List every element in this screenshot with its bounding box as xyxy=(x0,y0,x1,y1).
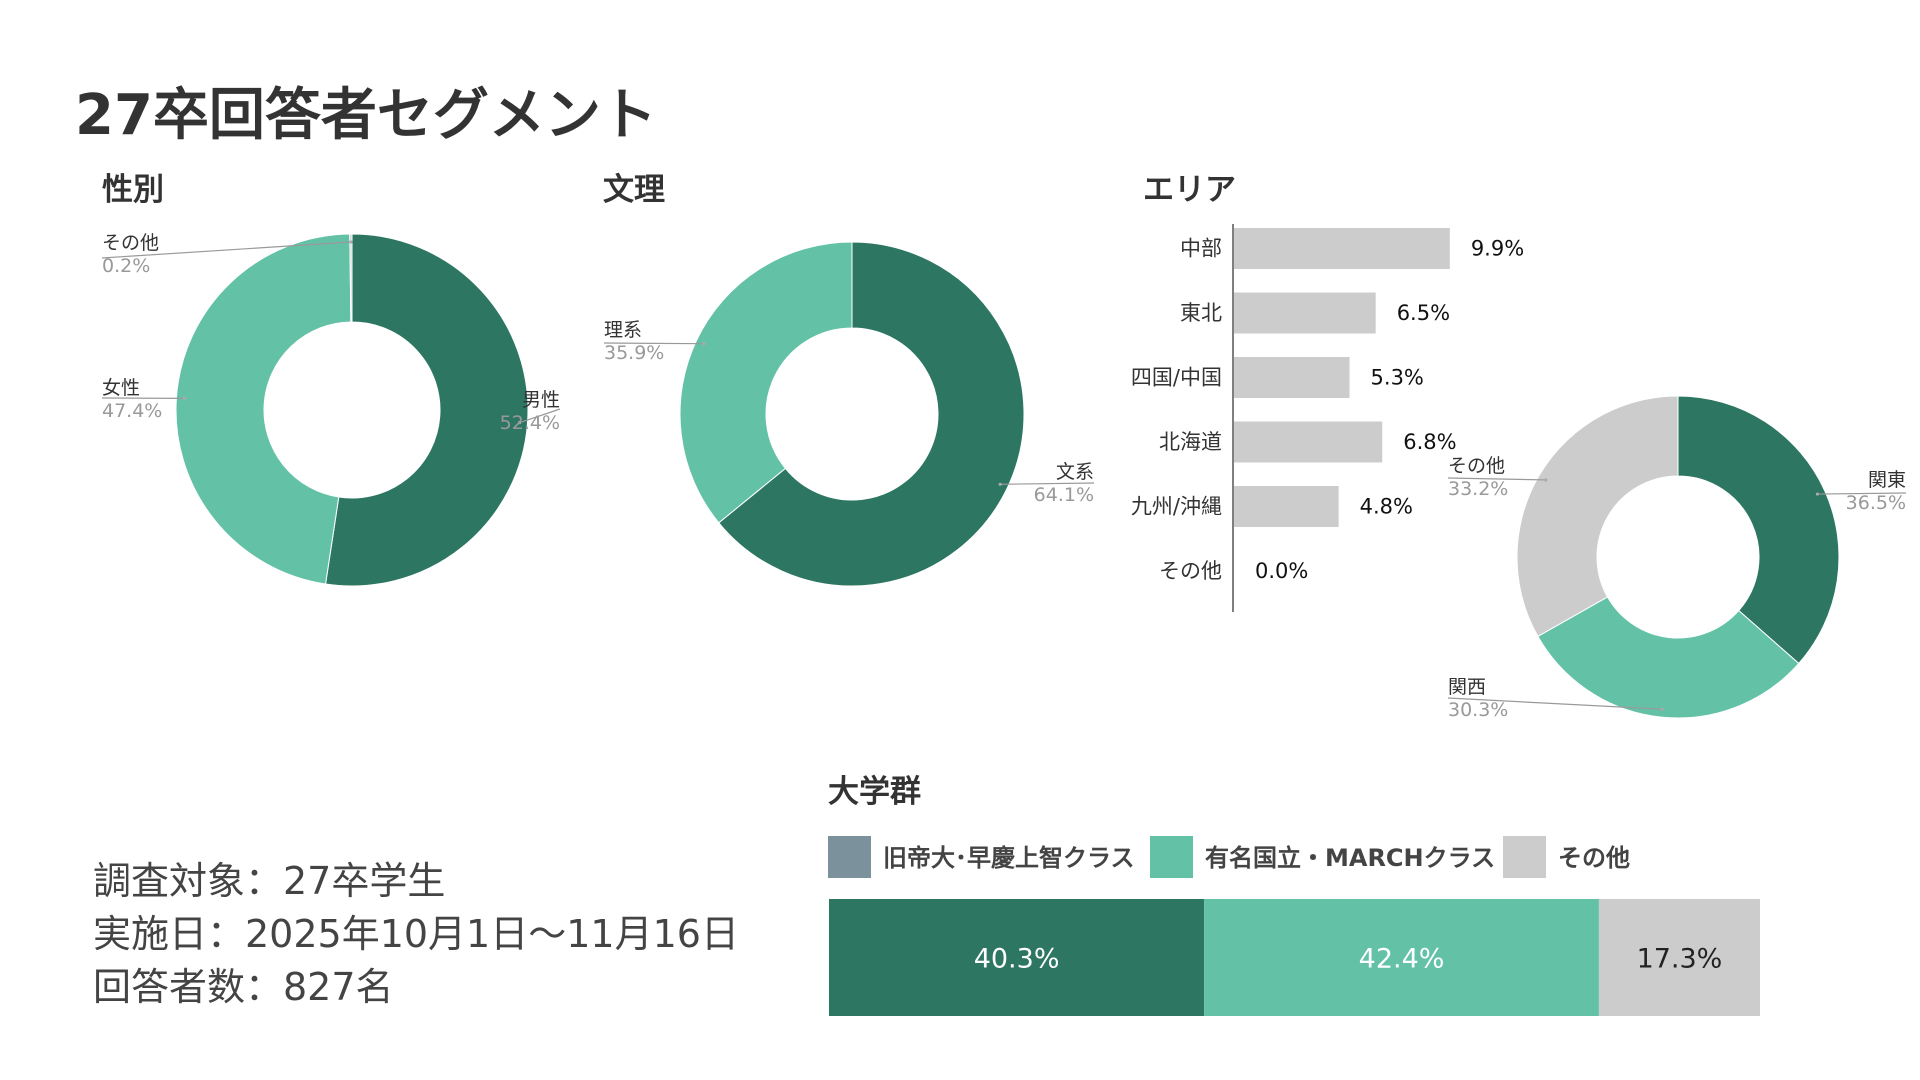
area-bar-category-3: 北海道 xyxy=(1159,430,1222,454)
major-leader-dot-0 xyxy=(998,482,1002,486)
university-legend-swatch-2 xyxy=(1503,836,1546,878)
gender-pct-1: 47.4% xyxy=(102,400,162,422)
area-bar-category-1: 東北 xyxy=(1180,301,1222,325)
major-label-0: 文系 xyxy=(1056,461,1094,483)
area-pie-slice-0 xyxy=(1677,395,1840,665)
gender-slice-1 xyxy=(175,233,352,585)
gender-label-1: 女性 xyxy=(102,377,140,399)
gender-slice-0 xyxy=(324,233,529,587)
area-bar-category-0: 中部 xyxy=(1180,237,1222,261)
area-pie-leader-dot-0 xyxy=(1815,492,1820,496)
survey-date: 実施日：2025年10月1日〜11月16日 xyxy=(93,912,739,956)
survey-target: 調査対象：27卒学生 xyxy=(93,859,446,903)
area-bar-value-5: 0.0% xyxy=(1255,559,1308,583)
area-pie-leader-1 xyxy=(1447,697,1663,710)
gender-leader-dot-0 xyxy=(517,421,522,425)
major-pct-0: 64.1% xyxy=(1034,484,1094,506)
gender-label-0: 男性 xyxy=(522,389,560,411)
university-legend-swatch-1 xyxy=(1150,836,1193,878)
university-legend-label-2: その他 xyxy=(1558,844,1630,872)
area-pie-slice-2 xyxy=(1516,395,1679,638)
area-bar-category-4: 九州/沖縄 xyxy=(1131,495,1222,519)
gender-leader-0 xyxy=(519,408,561,424)
major-slice-1 xyxy=(679,241,853,524)
university-legend-label-0: 旧帝大･早慶上智クラス xyxy=(883,844,1135,872)
area-bar-3 xyxy=(1234,421,1383,463)
university-segment-label-1: 42.4% xyxy=(1359,944,1445,975)
gender-label-2: その他 xyxy=(102,232,159,254)
area-bar-4 xyxy=(1234,486,1339,527)
area-pie-leader-2 xyxy=(1447,477,1546,481)
gender-chart-title: 性別 xyxy=(102,172,164,208)
university-chart: 旧帝大･早慶上智クラス 有名国立・MARCHクラス その他 40.3% 42.4% 17.… xyxy=(828,836,1760,1016)
university-legend-swatch-0 xyxy=(828,836,871,878)
university-segment-label-0: 40.3% xyxy=(974,944,1060,975)
gender-pct-2: 0.2% xyxy=(102,255,150,277)
area-pie-label-1: 関西 xyxy=(1448,676,1486,698)
area-bar-value-0: 9.9% xyxy=(1471,237,1524,261)
area-bar-chart: 中部 9.9% 東北 6.5% 四国/中国 5.3% 北海道 6.8% 九州/沖縄 4.8% その他… xyxy=(1131,224,1524,612)
university-segment-label-2: 17.3% xyxy=(1637,944,1723,975)
gender-leader-2 xyxy=(101,241,351,259)
area-pie-leader-dot-1 xyxy=(1660,707,1664,711)
university-segment-1 xyxy=(1204,899,1599,1016)
gender-pct-0: 52.4% xyxy=(500,412,560,434)
page-title: 27卒回答者セグメント xyxy=(75,83,657,148)
gender-slice-2 xyxy=(349,233,353,323)
area-bar-value-1: 6.5% xyxy=(1397,301,1450,325)
area-chart-title: エリア xyxy=(1143,172,1236,208)
area-pie-leader-dot-2 xyxy=(1544,478,1548,482)
area-pie-pct-2: 33.2% xyxy=(1448,478,1508,500)
survey-count: 回答者数：827名 xyxy=(93,965,394,1009)
survey-info: 調査対象：27卒学生 実施日：2025年10月1日〜11月16日 回答者数：82… xyxy=(93,855,739,1014)
area-pie-pct-1: 30.3% xyxy=(1448,699,1508,721)
area-bar-1 xyxy=(1234,292,1376,334)
area-bar-category-2: 四国/中国 xyxy=(1131,366,1222,390)
gender-leader-dot-2 xyxy=(349,240,353,244)
major-slice-0 xyxy=(718,241,1025,587)
area-bar-category-5: その他 xyxy=(1159,559,1222,583)
university-chart-title: 大学群 xyxy=(828,774,921,810)
university-segment-2 xyxy=(1598,899,1760,1016)
major-leader-0 xyxy=(1000,482,1095,485)
university-legend-label-1: 有名国立・MARCHクラス xyxy=(1205,844,1495,872)
gender-leader-dot-1 xyxy=(182,396,187,400)
area-bar-value-3: 6.8% xyxy=(1403,430,1456,454)
area-pie-slice-1 xyxy=(1537,596,1800,719)
major-leader-dot-1 xyxy=(702,342,706,346)
area-bar-2 xyxy=(1234,357,1350,398)
area-pie-label-2: その他 xyxy=(1448,455,1505,477)
major-label-1: 理系 xyxy=(604,319,642,341)
area-pie-label-0: 関東 xyxy=(1868,469,1906,491)
major-chart-title: 文理 xyxy=(603,172,665,208)
major-pct-1: 35.9% xyxy=(604,342,664,364)
area-bar-0 xyxy=(1234,228,1450,269)
area-bar-value-4: 4.8% xyxy=(1360,495,1413,519)
area-bar-value-2: 5.3% xyxy=(1371,366,1424,390)
area-pie-leader-0 xyxy=(1817,492,1907,495)
major-leader-1 xyxy=(603,342,704,345)
university-segment-0 xyxy=(829,899,1205,1016)
area-pie-pct-0: 36.5% xyxy=(1846,492,1906,514)
